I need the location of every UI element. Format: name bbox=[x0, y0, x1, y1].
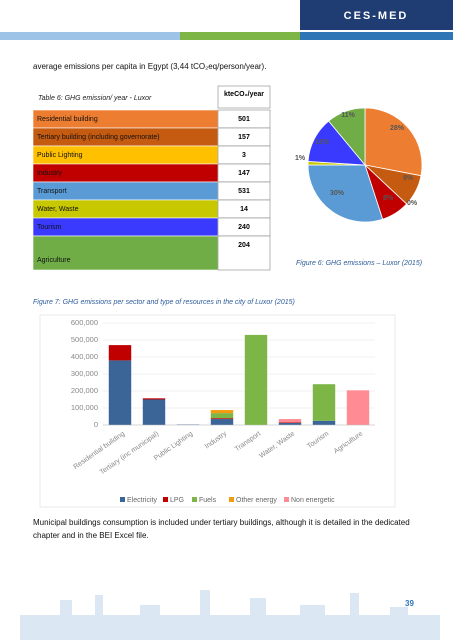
pie-slice bbox=[364, 107, 423, 177]
logo: CES-MED bbox=[344, 10, 409, 22]
header-stripe bbox=[0, 32, 180, 40]
header-stripe bbox=[180, 32, 300, 40]
x-tick-label: Industry bbox=[204, 430, 229, 450]
x-tick-label: Water, Waste bbox=[258, 430, 296, 460]
bar-segment bbox=[312, 420, 336, 425]
legend-swatch bbox=[163, 497, 168, 502]
bar-caption: Figure 7: GHG emissions per sector and t… bbox=[33, 299, 295, 306]
y-tick-label: 300,000 bbox=[71, 369, 98, 378]
table-row-value: 147 bbox=[238, 170, 250, 177]
table-row-label: Public Lighting bbox=[37, 152, 83, 159]
legend-swatch bbox=[120, 497, 125, 502]
pie-label: 9% bbox=[403, 175, 414, 182]
pie-label: 8% bbox=[383, 195, 394, 202]
pie-label: 11% bbox=[341, 112, 355, 119]
bar-segment bbox=[108, 360, 132, 425]
table-row-value: 204 bbox=[238, 242, 250, 249]
legend-swatch bbox=[192, 497, 197, 502]
y-tick-label: 0 bbox=[94, 420, 98, 429]
bar-segment bbox=[142, 399, 166, 425]
table-row-value: 157 bbox=[238, 134, 250, 141]
bar-segment bbox=[210, 410, 234, 414]
table-row-label: Water, Waste bbox=[37, 206, 79, 213]
table-row-value: 501 bbox=[238, 116, 250, 123]
bar-segment bbox=[142, 398, 166, 400]
table-title: Table 6: GHG emission/ year - Luxor bbox=[38, 95, 152, 102]
table-row-label: Tertiary building (including governorate… bbox=[37, 134, 160, 141]
legend-label: Fuels bbox=[199, 497, 217, 504]
pie-slice bbox=[328, 107, 366, 167]
legend-label: LPG bbox=[170, 497, 184, 504]
pie-caption: Figure 6: GHG emissions – Luxor (2015) bbox=[296, 260, 422, 267]
chart-frame bbox=[39, 314, 396, 508]
pie-label: 13% bbox=[315, 139, 330, 146]
y-tick-label: 500,000 bbox=[71, 335, 98, 344]
table-row-value: 14 bbox=[240, 206, 248, 213]
y-tick-label: 400,000 bbox=[71, 352, 98, 361]
page-number: 39 bbox=[405, 599, 414, 608]
bar-segment bbox=[210, 419, 234, 425]
bar-segment bbox=[210, 413, 234, 419]
pie-label: 0% bbox=[407, 200, 418, 207]
y-tick-label: 600,000 bbox=[71, 318, 98, 327]
table-row-label: Tourism bbox=[37, 224, 62, 231]
y-tick-label: 200,000 bbox=[71, 386, 98, 395]
intro-text: average emissions per capita in Egypt (3… bbox=[33, 62, 267, 71]
pie-label: 1% bbox=[295, 155, 306, 162]
bar-segment bbox=[244, 334, 268, 425]
x-tick-label: Tertiary (inc municipal) bbox=[99, 430, 160, 476]
x-tick-label: Transport bbox=[234, 430, 262, 453]
pie-label: 28% bbox=[390, 125, 405, 132]
pie-slice bbox=[307, 164, 384, 223]
bar-segment bbox=[346, 390, 370, 425]
table-row-value: 240 bbox=[238, 224, 250, 231]
table-value-cell bbox=[217, 235, 271, 271]
table-header-cell bbox=[217, 85, 271, 109]
footer-text: Municipal buildings consumption is inclu… bbox=[33, 518, 410, 540]
table-row-label: Transport bbox=[37, 188, 67, 195]
x-tick-label: Tourism bbox=[306, 430, 330, 450]
pie-label: 30% bbox=[330, 190, 345, 197]
bar-segment bbox=[278, 422, 302, 423]
legend-swatch bbox=[284, 497, 289, 502]
x-tick-label: Agriculture bbox=[333, 430, 365, 455]
y-tick-label: 100,000 bbox=[71, 403, 98, 412]
table-column-header: kteCO₂/year bbox=[224, 91, 264, 98]
legend-swatch bbox=[229, 497, 234, 502]
table-row-value: 531 bbox=[238, 188, 250, 195]
table-row-cell bbox=[32, 235, 219, 271]
header-stripe bbox=[300, 32, 453, 40]
table-row-label: Residential building bbox=[37, 116, 98, 123]
legend-label: Other energy bbox=[236, 497, 277, 504]
table-row-label: Industry bbox=[37, 170, 62, 177]
bar-segment bbox=[278, 422, 302, 425]
bar-segment bbox=[312, 384, 336, 421]
table-row-label: Agriculture bbox=[37, 257, 71, 264]
header-band bbox=[300, 0, 453, 30]
bar-segment bbox=[210, 418, 234, 420]
legend-label: Non energetic bbox=[291, 497, 335, 504]
bar-segment bbox=[278, 419, 302, 423]
bar-segment bbox=[108, 345, 132, 361]
legend-label: Electricity bbox=[127, 497, 157, 504]
skyline bbox=[20, 590, 440, 640]
table-row-value: 3 bbox=[242, 152, 246, 159]
